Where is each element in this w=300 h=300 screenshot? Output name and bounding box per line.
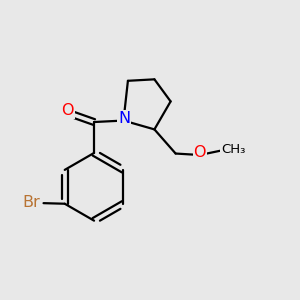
Text: O: O xyxy=(61,103,74,118)
Text: O: O xyxy=(194,145,206,160)
Text: N: N xyxy=(118,111,130,126)
Text: Br: Br xyxy=(22,195,40,210)
Text: CH₃: CH₃ xyxy=(221,142,245,156)
